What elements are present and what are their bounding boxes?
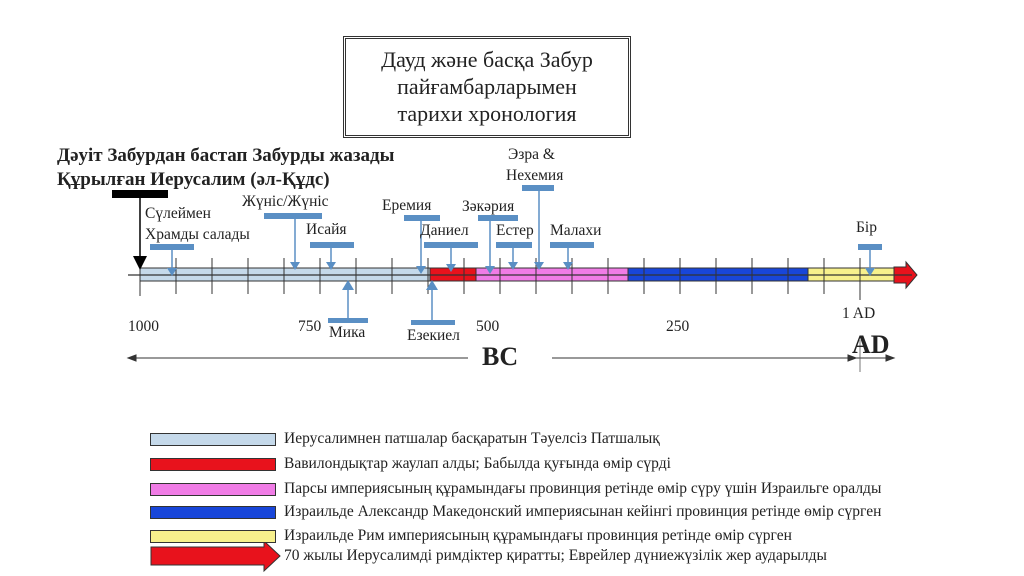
title-line-3: тарихи хронология xyxy=(397,101,577,126)
marker-one xyxy=(858,244,882,276)
label-esther: Естер xyxy=(496,222,534,239)
legend-text-rome: Израильде Рим империясының құрамындағы п… xyxy=(284,527,792,544)
tick-label-1000: 1000 xyxy=(128,318,159,335)
title-line-1: Дауд және басқа Забур xyxy=(381,47,593,72)
heading-david: Дәуіт Забурдан бастап Забурды жазады xyxy=(57,145,395,166)
label-zechariah: Зәкәрия xyxy=(462,198,515,215)
label-suleimen-2: Храмды салады xyxy=(145,226,250,243)
legend-text-persia: Парсы империясының құрамындағы провинция… xyxy=(284,480,882,497)
label-isaiah: Исайя xyxy=(306,221,347,238)
label-one: Бір xyxy=(856,219,877,236)
label-zhunis: Жүніс/Жүніс xyxy=(242,193,329,210)
marker-zhunis xyxy=(264,213,322,270)
label-ezra-2: Нехемия xyxy=(506,167,564,184)
marker-mika xyxy=(328,280,368,323)
david-marker-arrow xyxy=(133,256,147,270)
legend-swatch-babylon xyxy=(150,458,276,471)
david-marker-bar xyxy=(112,190,168,198)
legend-text-kingdom: Иерусалимнен патшалар басқаратын Тәуелсі… xyxy=(284,430,660,447)
tick-label-1ad: 1 AD xyxy=(842,305,876,322)
legend-swatch-persia xyxy=(150,483,276,496)
tick-label-750: 750 xyxy=(298,318,322,335)
marker-ezra xyxy=(522,185,554,270)
era-bc: BC xyxy=(482,342,519,371)
label-suleimen: Сүлеймен xyxy=(145,205,211,222)
tick-label-250: 250 xyxy=(666,318,690,335)
label-ezra: Эзра & xyxy=(508,146,555,163)
label-daniel: Даниел xyxy=(420,222,469,239)
legend-swatch-kingdom xyxy=(150,433,276,446)
marker-isaiah xyxy=(310,242,354,270)
legend-arrow-swatch xyxy=(150,539,281,573)
era-ad: AD xyxy=(852,330,890,359)
marker-daniel xyxy=(424,242,478,272)
legend-swatch-rome xyxy=(150,530,276,543)
title-line-2: пайғамбарларымен xyxy=(397,74,577,99)
legend-text-exile: 70 жылы Иерусалимді римдіктер қиратты; Е… xyxy=(284,547,827,564)
marker-zechariah xyxy=(478,215,518,274)
label-malachi: Малахи xyxy=(550,222,602,239)
tick-label-500: 500 xyxy=(476,318,500,335)
marker-esther xyxy=(496,242,532,270)
heading-jerusalem: Құрылған Иерусалим (әл-Құдс) xyxy=(57,169,330,190)
legend-swatch-greek xyxy=(150,506,276,519)
title-box: Дауд және басқа Забур пайғамбарларымен т… xyxy=(343,36,631,138)
label-ezekiel: Езекиел xyxy=(407,327,460,344)
label-mika: Мика xyxy=(329,324,366,341)
marker-ezekiel xyxy=(411,280,455,325)
legend-text-babylon: Вавилондықтар жаулап алды; Бабылда қуғын… xyxy=(284,455,671,472)
legend-text-greek: Израильде Александр Македонский империяс… xyxy=(284,503,882,520)
marker-jeremiah xyxy=(404,215,440,274)
marker-suleimen xyxy=(150,244,194,276)
axis-ticks xyxy=(139,256,861,300)
label-jeremiah: Еремия xyxy=(382,197,432,214)
marker-malachi xyxy=(550,242,594,270)
